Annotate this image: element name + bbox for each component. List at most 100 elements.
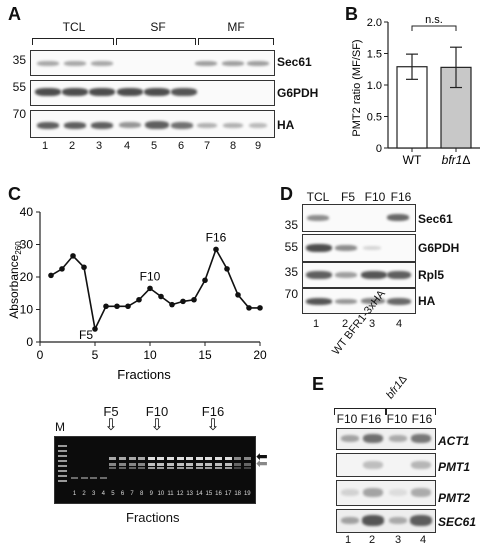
mw-marker: 35 [284,265,298,279]
rna-band [147,467,155,469]
lane-number: 4 [419,534,427,546]
gel-lane-number: 16 [215,491,222,497]
band [145,121,169,129]
band [361,298,385,304]
gel-arrow-gray: ⬅ [256,455,268,471]
rna-band [80,477,88,479]
gel-arrow-black: ⬅ [256,448,268,464]
data-point [59,266,65,272]
lane-number: 1 [344,534,352,546]
rna-band [243,457,251,460]
mw-marker: 70 [284,287,298,301]
strain-label-bfr1: bfr1Δ [384,373,410,402]
col-label: F10 [336,412,358,426]
significance-label: n.s. [425,14,443,26]
rna-band [90,477,98,479]
x-tick-label: 15 [198,348,212,362]
y-tick-label: 20 [20,270,34,284]
y-axis-label: PMT2 ratio (MF/SF) [351,39,363,136]
lane-number: 6 [177,140,185,152]
y-tick-label: 2.0 [367,17,382,29]
band [307,215,329,221]
group-label-mf: MF [227,20,245,34]
data-point [202,277,208,284]
panel-b-label: B [345,4,358,24]
x-tick-label: WT [403,153,422,167]
gel-lane-number: 7 [130,491,134,497]
y-tick-label: 30 [20,238,34,252]
rna-band [215,463,222,466]
data-point [169,301,175,308]
gel-lane-number: 3 [92,491,96,497]
col-label: F16 [390,190,412,204]
rna-band [243,463,251,466]
band [91,61,113,66]
panel-d-label: D [280,184,293,204]
rna-band [119,467,126,469]
gel-act1 [336,428,436,450]
blot-g6pdh-fractions [302,234,416,262]
rna-band [176,463,184,466]
band [144,88,170,96]
band [249,123,267,128]
lane-number: 2 [368,534,376,546]
peak-annotation: F16 [206,230,227,244]
band [89,88,115,96]
rna-band [167,463,174,466]
band [387,298,411,305]
rna-band [234,467,242,469]
y-tick-label: 0 [26,335,33,349]
data-point [103,303,109,310]
gel-lane-number: 17 [224,491,232,497]
x-tick-label-suffix: Δ [462,153,470,167]
y-tick-label: 1.5 [367,49,382,61]
gel-lane-number: 2 [82,491,86,497]
data-point [48,272,54,279]
rna-band [109,467,117,469]
band [247,61,269,66]
band [411,488,431,497]
rna-band [176,457,184,460]
gel-lane-number: 4 [101,491,105,497]
band [335,245,357,251]
rna-band [167,457,174,460]
data-point [257,305,263,311]
band [62,88,88,96]
data-point [180,298,186,305]
rna-band [147,457,155,460]
band [195,61,217,66]
gel-pmt1 [336,453,436,477]
group-label-sf: SF [150,20,166,34]
band [341,435,359,442]
y-tick-label: 1.0 [367,80,382,92]
y-tick-label: 10 [20,303,34,317]
rna-band [147,463,155,466]
rna-band [119,463,126,466]
band [411,434,431,443]
rna-band [195,457,203,460]
peak-annotation: F10 [140,269,161,283]
ladder-band [58,455,67,457]
down-arrow-icon: ⇩ [104,417,118,434]
band [91,122,113,129]
mw-marker: 55 [284,240,298,254]
panel-a-label: A [8,4,21,24]
blot-label-ha: HA [418,294,436,308]
gel-sec61 [336,509,436,533]
blot-label-sec61: Sec61 [418,212,453,226]
data-point [92,326,98,332]
x-tick-label: bfr1Δ [442,153,471,167]
data-point [235,292,241,298]
col-label: F10 [364,190,386,204]
panel-e-label: E [312,374,325,394]
band [306,271,332,279]
band [363,461,383,469]
band [389,489,407,496]
gel-image: 1 2 3 4 5 6 7 8 9 10 11 12 13 14 15 16 17 18 19 [54,436,256,504]
rna-band [205,457,213,460]
gel-lane-number: 19 [243,491,251,497]
y-axis-label: Absorbance260 [7,241,23,319]
data-point [70,253,76,259]
gel-lane-number: 6 [120,491,125,497]
peak-annotation: F5 [79,328,93,342]
